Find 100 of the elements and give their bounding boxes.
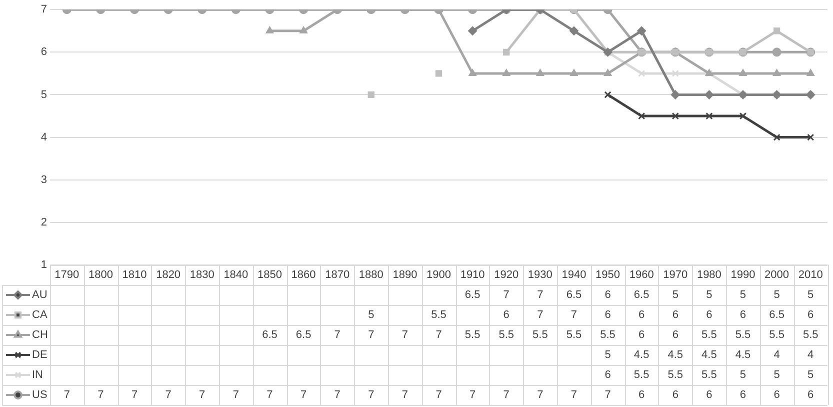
data-label: 6 [672,389,678,402]
data-label: 7 [537,389,544,402]
x-tick-label: 1850 [257,269,282,282]
data-label: 7 [503,289,510,302]
x-tick-label: 1820 [156,269,181,282]
data-label: 7 [199,389,206,402]
y-tick-label: 6 [40,46,47,58]
x-tick-label: 1900 [426,269,451,282]
data-label: 4.5 [735,349,751,362]
data-label: 5 [604,349,611,362]
legend-label: US [32,389,48,402]
data-label: 7 [368,329,374,342]
data-label: 6.5 [566,289,582,302]
legend-label: CA [32,309,48,322]
y-tick-label: 5 [40,88,47,101]
data-label: 6 [604,369,611,382]
data-label: 5 [774,369,780,382]
x-tick-label: 1830 [190,269,214,282]
data-label: 7 [503,389,510,402]
y-tick-label: 4 [40,131,47,144]
data-label: 6 [740,309,746,322]
x-tick-label: 1980 [696,269,722,282]
data-label: 7 [402,389,408,402]
x-tick-label: 2010 [798,269,823,282]
data-label: 7 [436,329,442,342]
data-label: 6 [604,309,611,322]
data-label: 6 [638,329,645,342]
data-label: 5.5 [802,329,818,342]
data-label: 4.5 [702,349,717,362]
data-label: 5 [740,289,746,302]
data-label: 7 [604,389,611,402]
x-tick-label: 1840 [224,269,248,282]
x-tick-label: 1810 [122,269,147,282]
data-label: 5 [774,289,780,302]
data-label: 5.5 [566,329,582,342]
data-label: 4.5 [634,349,650,362]
data-label: 6 [672,329,678,342]
data-label: 5.5 [464,329,480,342]
data-label: 7 [266,389,273,402]
data-label: 7 [334,389,340,402]
x-tick-label: 1870 [325,269,350,282]
legend-label: IN [32,369,44,382]
x-tick-label: 1970 [663,269,688,282]
x-tick-label: 1940 [562,269,586,282]
x-tick-label: 1960 [629,269,654,282]
data-label: 6 [638,389,645,402]
data-label: 7 [537,289,544,302]
data-label: 5.5 [668,369,684,382]
data-label: 4 [774,349,780,362]
data-label: 7 [402,329,408,342]
data-label: 5.5 [735,329,751,342]
x-tick-label: 2000 [764,269,790,282]
data-label: 7 [131,389,138,402]
data-label: 6.5 [769,309,784,322]
data-label: 5 [740,369,746,382]
data-label: 5.5 [532,329,548,342]
data-label: 7 [64,389,70,402]
x-tick-label: 1890 [392,269,418,282]
data-label: 5 [672,289,678,302]
y-tick-label: 3 [40,174,47,186]
data-label: 6.5 [262,329,278,342]
data-label: 6.5 [634,289,650,302]
data-label: 7 [436,389,442,402]
data-label: 6 [808,389,814,402]
legend-label: CH [32,329,48,342]
x-tick-label: 1860 [291,269,316,282]
data-label: 6 [740,389,746,402]
y-tick-label: 1 [40,259,47,272]
data-label: 7 [570,309,578,322]
data-label: 5 [808,369,814,382]
x-tick-label: 1910 [460,269,485,282]
data-label: 5.5 [634,369,650,382]
x-tick-label: 1990 [730,269,756,282]
x-tick-label: 1950 [596,269,620,282]
data-label: 5.5 [431,309,446,322]
data-label: 7 [570,389,578,402]
data-label: 6 [706,389,712,402]
data-label: 4 [808,349,814,362]
x-tick-label: 1880 [358,269,384,282]
data-label: 6.5 [464,289,480,302]
data-label: 6 [638,309,645,322]
data-label: 6 [672,309,678,322]
data-label: 5 [706,289,712,302]
x-tick-label: 1790 [54,269,80,282]
data-label: 7 [165,389,172,402]
data-label: 5.5 [600,329,616,342]
data-label: 7 [334,329,340,342]
y-tick-label: 2 [40,216,47,228]
data-label: 4.5 [668,349,684,362]
x-tick-label: 1800 [88,269,113,282]
data-label: 7 [98,389,104,402]
data-label: 7 [232,389,239,402]
data-label: 6 [774,389,780,402]
legend-label: AU [32,289,48,302]
data-label: 5.5 [702,369,717,382]
data-label: 6.5 [296,329,312,342]
data-label: 6 [808,309,814,322]
data-label: 7 [537,309,544,322]
x-tick-label: 1930 [528,269,552,282]
data-label: 6 [604,289,611,302]
